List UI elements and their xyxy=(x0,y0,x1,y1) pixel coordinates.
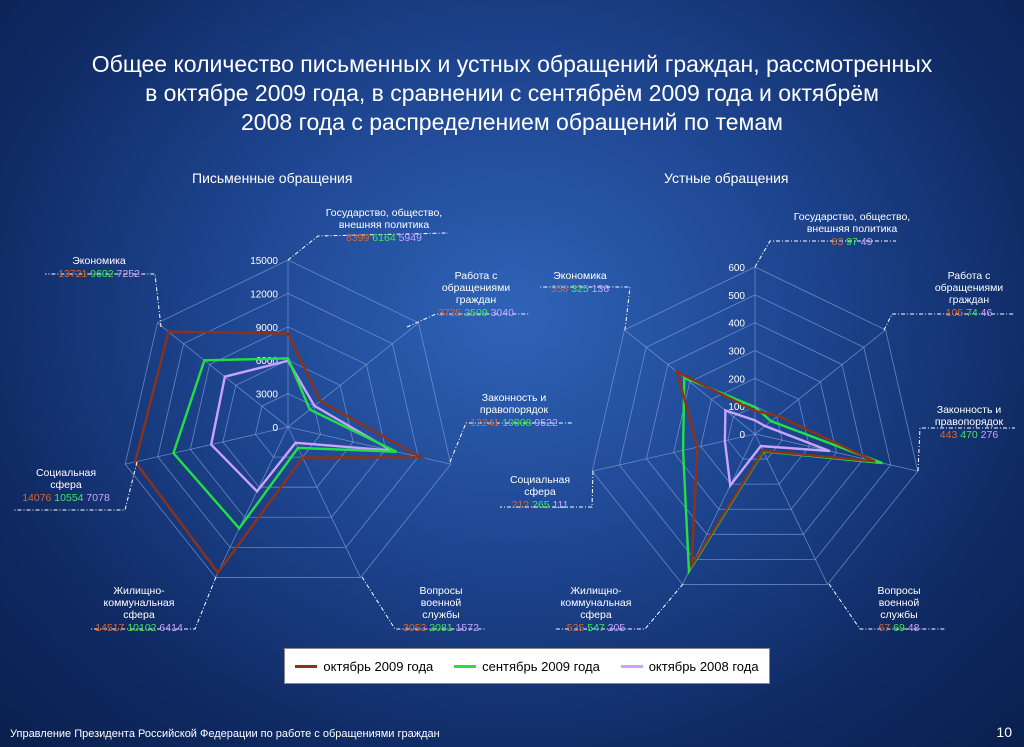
axis-spoke xyxy=(624,329,756,435)
axis-spoke xyxy=(215,426,289,578)
grid-ring xyxy=(591,266,919,585)
category-label-social: Социальная сфера xyxy=(36,467,96,491)
category-values-military: 67 69 48 xyxy=(879,622,920,634)
leader-line-social xyxy=(14,461,138,511)
axis-spoke xyxy=(287,426,361,578)
leader-line-social xyxy=(500,470,594,508)
category-label-gov: Государство, общество, внешняя политика xyxy=(326,207,442,231)
legend-item-oct2009: октябрь 2009 года xyxy=(295,659,433,674)
tick-label: 200 xyxy=(728,374,745,385)
legend-item-sep2009: сентябрь 2009 года xyxy=(454,659,600,674)
leader-line-work xyxy=(406,313,530,328)
leader-line-military xyxy=(361,576,486,630)
category-values-law: 12241 10008 9522 xyxy=(470,417,558,429)
axis-spoke xyxy=(592,433,756,472)
axis-spoke xyxy=(125,426,289,465)
axis-spoke xyxy=(754,433,918,472)
legend-label-oct2009: октябрь 2009 года xyxy=(323,658,434,674)
grid-ring xyxy=(700,377,810,485)
leader-line-gov xyxy=(287,232,449,261)
leader-line-military xyxy=(828,583,946,630)
series-line-oct2009 xyxy=(133,330,426,575)
slide-title: Общее количество письменных и устных обр… xyxy=(91,51,933,135)
category-values-social: 212 265 111 xyxy=(512,499,569,511)
leader-line-housing xyxy=(555,583,684,630)
series-line-sep2009 xyxy=(172,357,398,531)
tick-label: 300 xyxy=(728,347,745,358)
axis-spoke xyxy=(754,433,828,585)
category-label-social: Социальная сфера xyxy=(510,474,570,498)
leader-line-housing xyxy=(90,576,217,630)
tick-label: 12000 xyxy=(250,289,278,300)
legend-swatch-oct2008 xyxy=(620,664,643,668)
category-values-economy: 358 325 136 xyxy=(551,283,610,295)
grid-ring xyxy=(124,259,452,578)
category-label-military: Вопросы военной службы xyxy=(419,585,462,621)
legend-label-sep2009: сентябрь 2009 года xyxy=(482,658,600,674)
radar-chart-written: 0 3000 6000 9000 12000 15000 Государство, обще… xyxy=(14,207,572,634)
leader-line-law xyxy=(449,422,572,463)
category-label-law: Законность и правопорядок xyxy=(480,392,549,416)
grid-ring xyxy=(222,359,354,488)
category-label-work: Работа с обращениями граждан xyxy=(442,270,510,306)
series-line-sep2009 xyxy=(681,375,883,576)
category-label-economy: Экономика xyxy=(553,270,607,282)
grid-ring xyxy=(646,322,864,535)
axis-spoke xyxy=(754,329,886,435)
category-label-gov: Государство, общество, внешняя политика xyxy=(794,211,910,235)
category-label-military: Вопросы военной службы xyxy=(877,585,920,621)
tick-label: 0 xyxy=(272,423,278,434)
tick-label: 9000 xyxy=(256,323,279,334)
chart-title-oral: Устные обращения xyxy=(664,170,789,186)
leader-line-gov xyxy=(754,240,896,268)
category-values-gov: 8399 6164 5949 xyxy=(346,232,422,244)
grid-ring xyxy=(618,294,892,560)
category-values-military: 3053 2081 1572 xyxy=(403,622,479,634)
chart-title-written: Письменные обращения xyxy=(192,170,353,186)
chart-legend: октябрь 2009 года сентябрь 2009 года окт… xyxy=(284,648,770,684)
series-line-oct2009 xyxy=(675,369,876,571)
category-label-housing: Жилищно-коммунальная сфера xyxy=(104,585,175,621)
category-values-economy: 13721 9602 7252 xyxy=(58,268,140,280)
category-values-law: 443 470 276 xyxy=(940,429,999,441)
series-line-oct2008 xyxy=(723,408,831,489)
category-values-work: 3725 2509 3040 xyxy=(438,307,514,319)
page-number: 10 xyxy=(996,724,1012,740)
category-values-work: 105 74 46 xyxy=(946,307,993,319)
leader-line-work xyxy=(883,313,1015,331)
legend-item-oct2008: октябрь 2008 года xyxy=(620,658,759,674)
grid-ring xyxy=(673,350,837,510)
category-values-housing: 14517 10102 6414 xyxy=(95,622,183,634)
tick-label: 100 xyxy=(728,402,745,413)
grid-ring xyxy=(727,405,783,460)
axis-spoke xyxy=(157,322,289,428)
tick-label: 400 xyxy=(728,319,745,330)
legend-label-oct2008: октябрь 2008 года xyxy=(648,658,759,674)
category-values-social: 14076 10554 7078 xyxy=(22,492,110,504)
legend-swatch-oct2009 xyxy=(295,664,318,668)
category-label-economy: Экономика xyxy=(72,255,126,267)
tick-label: 0 xyxy=(739,430,745,441)
tick-label: 600 xyxy=(728,263,745,274)
tick-label: 500 xyxy=(728,291,745,302)
grid-ring xyxy=(189,326,387,518)
radar-chart-oral: 0 100 200 300 400 500 600 Государство, общество… xyxy=(500,211,1015,634)
tick-label: 6000 xyxy=(256,356,279,367)
category-label-work: Работа с обращениями граждан xyxy=(935,270,1003,306)
category-values-gov: 83 97 49 xyxy=(832,236,873,248)
legend-swatch-sep2009 xyxy=(454,664,477,668)
leader-line-economy xyxy=(45,273,162,328)
category-label-housing: Жилищно-коммунальная сфера xyxy=(561,585,632,621)
tick-label: 3000 xyxy=(256,390,279,401)
category-label-law: Законность и правопорядок xyxy=(935,404,1004,428)
grid-ring xyxy=(157,292,419,548)
footer-text: Управление Президента Российской Федерац… xyxy=(10,728,440,740)
series-line-oct2008 xyxy=(209,359,392,494)
category-values-housing: 525 547 205 xyxy=(567,622,626,634)
tick-label: 15000 xyxy=(250,256,278,267)
